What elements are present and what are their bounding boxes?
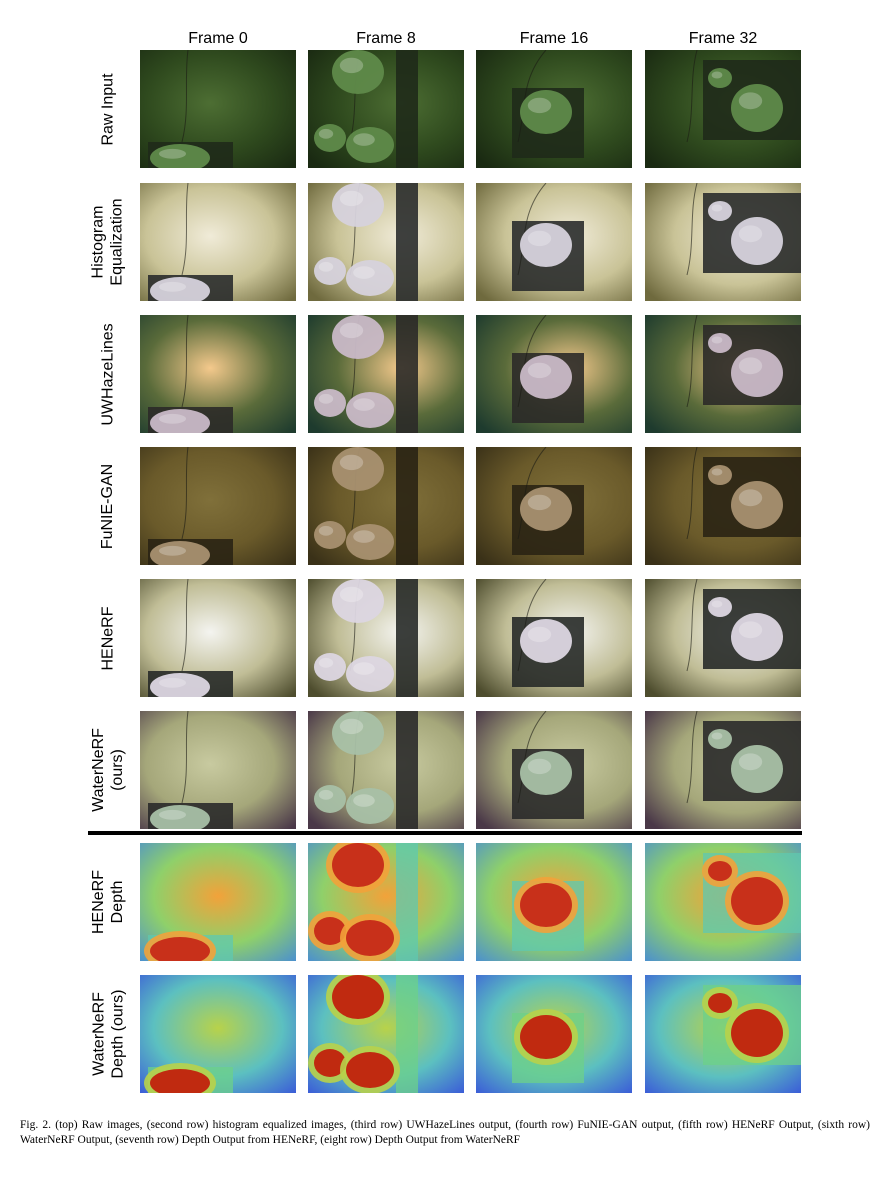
frame-image-r0-c0 [140, 50, 296, 168]
frame-image-r5-c3 [645, 711, 801, 829]
frame-image-r0-c1 [308, 50, 464, 168]
frame-image-r2-c2 [476, 315, 632, 433]
row-label-line: UWHazeLines [99, 322, 117, 426]
row-label-line: Depth (ours) [109, 989, 127, 1079]
row-label-line: (ours) [109, 749, 127, 791]
figure-caption: Fig. 2. (top) Raw images, (second row) h… [20, 1119, 870, 1146]
frame-image-r1-c1 [308, 183, 464, 301]
frame-image-r0-c2 [476, 50, 632, 168]
frame-image-r3-c2 [476, 447, 632, 565]
frame-image-r7-c3 [645, 975, 801, 1093]
frame-image-r4-c3 [645, 579, 801, 697]
frame-image-r2-c0 [140, 315, 296, 433]
row-label-5: WaterNeRF (ours) [80, 711, 136, 829]
frame-image-r1-c2 [476, 183, 632, 301]
frame-image-r4-c0 [140, 579, 296, 697]
row-label-line: Depth [109, 880, 127, 924]
frame-image-r2-c3 [645, 315, 801, 433]
frame-image-r3-c3 [645, 447, 801, 565]
column-title-frame-8: Frame 8 [356, 30, 416, 47]
row-label-line: HENeRF [99, 605, 117, 671]
frame-image-r7-c0 [140, 975, 296, 1093]
frame-image-r1-c3 [645, 183, 801, 301]
row-label-7: WaterNeRF Depth (ours) [80, 975, 136, 1093]
frame-image-r7-c1 [308, 975, 464, 1093]
row-label-line: FuNIE-GAN [99, 463, 117, 549]
row-label-line: HENeRF [90, 869, 108, 935]
row-label-0: Raw Input [80, 50, 136, 168]
frame-image-r1-c0 [140, 183, 296, 301]
frame-image-r4-c1 [308, 579, 464, 697]
frame-image-r7-c2 [476, 975, 632, 1093]
row-label-line: Raw Input [99, 72, 117, 146]
frame-image-r6-c1 [308, 843, 464, 961]
frame-image-r5-c1 [308, 711, 464, 829]
frame-image-r5-c0 [140, 711, 296, 829]
frame-image-r6-c2 [476, 843, 632, 961]
frame-image-r2-c1 [308, 315, 464, 433]
column-title-frame-32: Frame 32 [688, 30, 758, 47]
frame-image-r6-c3 [645, 843, 801, 961]
column-title-frame-0: Frame 0 [188, 30, 248, 47]
row-label-line: Equalization [109, 198, 127, 286]
row-label-line: WaterNeRF [90, 992, 108, 1076]
row-label-1: Histogram Equalization [80, 183, 136, 301]
frame-image-r3-c1 [308, 447, 464, 565]
row-label-line: Histogram [90, 205, 108, 279]
frame-image-r5-c2 [476, 711, 632, 829]
frame-image-r0-c3 [645, 50, 801, 168]
row-label-line: WaterNeRF [90, 728, 108, 812]
row-label-4: HENeRF [80, 579, 136, 697]
frame-image-r6-c0 [140, 843, 296, 961]
row-label-2: UWHazeLines [80, 315, 136, 433]
row-label-6: HENeRF Depth [80, 843, 136, 961]
row-label-3: FuNIE-GAN [80, 447, 136, 565]
frame-image-r3-c0 [140, 447, 296, 565]
column-title-frame-16: Frame 16 [519, 30, 589, 47]
frame-image-r4-c2 [476, 579, 632, 697]
section-divider [88, 831, 802, 835]
